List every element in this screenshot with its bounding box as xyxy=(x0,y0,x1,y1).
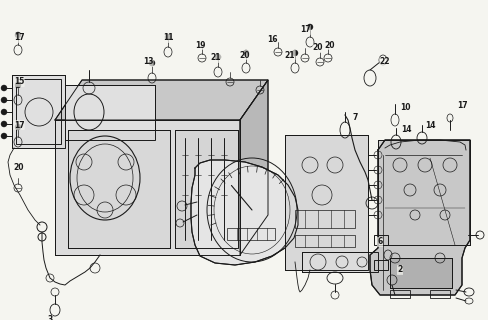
Ellipse shape xyxy=(243,50,248,56)
Polygon shape xyxy=(285,135,367,270)
Text: 17: 17 xyxy=(14,34,24,43)
Text: 17: 17 xyxy=(456,100,467,109)
Polygon shape xyxy=(240,80,267,255)
Ellipse shape xyxy=(1,133,7,139)
Polygon shape xyxy=(191,160,297,265)
Ellipse shape xyxy=(15,82,21,88)
Ellipse shape xyxy=(1,85,7,91)
Ellipse shape xyxy=(15,124,21,130)
Polygon shape xyxy=(302,252,377,272)
Polygon shape xyxy=(55,120,240,255)
Bar xyxy=(294,210,354,228)
Bar xyxy=(285,135,367,270)
Ellipse shape xyxy=(306,24,312,30)
Text: 17: 17 xyxy=(299,26,310,35)
Polygon shape xyxy=(65,85,155,140)
Text: 10: 10 xyxy=(399,103,409,113)
Text: 19: 19 xyxy=(194,41,205,50)
Polygon shape xyxy=(369,140,469,295)
Ellipse shape xyxy=(1,121,7,127)
Bar xyxy=(373,260,387,270)
Text: 15: 15 xyxy=(14,77,24,86)
Polygon shape xyxy=(12,75,65,148)
Text: 7: 7 xyxy=(351,114,357,123)
Text: 16: 16 xyxy=(266,36,277,44)
Text: 3: 3 xyxy=(47,316,53,320)
Ellipse shape xyxy=(164,34,171,40)
Ellipse shape xyxy=(215,54,221,60)
Bar xyxy=(377,140,469,245)
Ellipse shape xyxy=(15,32,21,38)
Polygon shape xyxy=(175,130,238,248)
Bar xyxy=(389,258,451,288)
Bar xyxy=(302,252,377,272)
Ellipse shape xyxy=(291,50,297,56)
Bar xyxy=(12,75,65,148)
Ellipse shape xyxy=(149,60,155,66)
Polygon shape xyxy=(68,130,170,248)
Text: 14: 14 xyxy=(424,121,434,130)
Text: 21: 21 xyxy=(284,51,295,60)
Text: 22: 22 xyxy=(379,58,389,67)
Bar xyxy=(429,290,449,298)
Text: 20: 20 xyxy=(14,164,24,172)
Text: 21: 21 xyxy=(210,53,221,62)
Bar xyxy=(373,235,387,245)
Bar xyxy=(65,85,155,140)
Text: 20: 20 xyxy=(239,51,250,60)
Ellipse shape xyxy=(1,109,7,115)
Bar xyxy=(68,130,170,248)
Text: 17: 17 xyxy=(14,121,24,130)
Text: 11: 11 xyxy=(163,34,173,43)
Text: 2: 2 xyxy=(397,266,402,275)
Ellipse shape xyxy=(1,97,7,103)
Polygon shape xyxy=(55,80,267,120)
Bar xyxy=(294,235,354,247)
Bar xyxy=(389,290,409,298)
Text: 14: 14 xyxy=(400,125,410,134)
Bar xyxy=(389,258,451,288)
Text: 6: 6 xyxy=(377,237,382,246)
Polygon shape xyxy=(377,140,469,245)
Bar xyxy=(226,228,274,240)
Text: 20: 20 xyxy=(324,41,335,50)
Bar xyxy=(16,79,61,144)
Text: 13: 13 xyxy=(142,58,153,67)
Text: 20: 20 xyxy=(312,44,323,52)
Bar xyxy=(175,130,238,248)
